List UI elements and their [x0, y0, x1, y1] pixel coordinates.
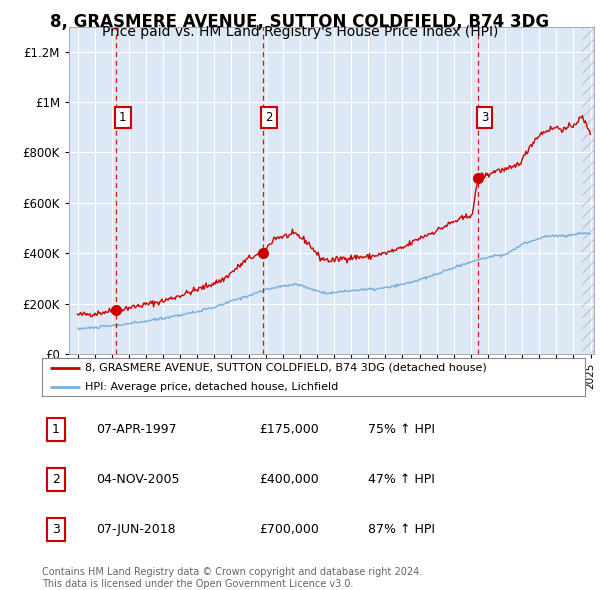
Text: 75% ↑ HPI: 75% ↑ HPI — [368, 423, 435, 436]
Text: 8, GRASMERE AVENUE, SUTTON COLDFIELD, B74 3DG: 8, GRASMERE AVENUE, SUTTON COLDFIELD, B7… — [50, 13, 550, 31]
Text: 1: 1 — [119, 111, 127, 124]
Text: £700,000: £700,000 — [259, 523, 319, 536]
Bar — [582, 27, 594, 354]
Text: 47% ↑ HPI: 47% ↑ HPI — [368, 473, 434, 486]
Text: 07-JUN-2018: 07-JUN-2018 — [97, 523, 176, 536]
Text: HPI: Average price, detached house, Lichfield: HPI: Average price, detached house, Lich… — [85, 382, 338, 392]
Text: £400,000: £400,000 — [259, 473, 319, 486]
Text: 3: 3 — [481, 111, 488, 124]
Text: 8, GRASMERE AVENUE, SUTTON COLDFIELD, B74 3DG (detached house): 8, GRASMERE AVENUE, SUTTON COLDFIELD, B7… — [85, 363, 487, 373]
Text: Contains HM Land Registry data © Crown copyright and database right 2024.
This d: Contains HM Land Registry data © Crown c… — [42, 567, 422, 589]
Text: 1: 1 — [52, 423, 59, 436]
Text: 04-NOV-2005: 04-NOV-2005 — [97, 473, 180, 486]
Text: 87% ↑ HPI: 87% ↑ HPI — [368, 523, 435, 536]
Text: £175,000: £175,000 — [259, 423, 319, 436]
Text: Price paid vs. HM Land Registry's House Price Index (HPI): Price paid vs. HM Land Registry's House … — [102, 25, 498, 40]
Text: 2: 2 — [52, 473, 59, 486]
Text: 3: 3 — [52, 523, 59, 536]
Text: 07-APR-1997: 07-APR-1997 — [97, 423, 177, 436]
Text: 2: 2 — [265, 111, 273, 124]
